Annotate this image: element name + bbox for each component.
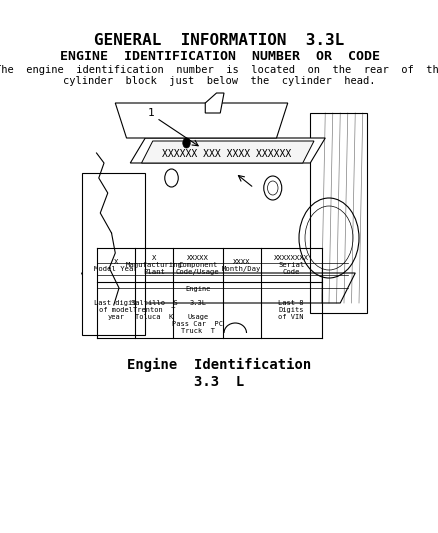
Polygon shape xyxy=(141,141,313,163)
Text: Last digit
of model
year: Last digit of model year xyxy=(94,300,137,320)
Text: XXXXXXXX
Serial
Code: XXXXXXXX Serial Code xyxy=(273,255,308,275)
Text: XXXXX
Component
Code/Usage: XXXXX Component Code/Usage xyxy=(176,255,219,275)
Text: The  engine  identification  number  is  located  on  the  rear  of  the: The engine identification number is loca… xyxy=(0,65,438,75)
Text: XXXX
Month/Day: XXXX Month/Day xyxy=(222,259,261,272)
Text: X
Model Year: X Model Year xyxy=(94,259,137,272)
Text: 3.3  L: 3.3 L xyxy=(194,375,244,389)
Polygon shape xyxy=(81,273,354,303)
Polygon shape xyxy=(115,103,287,138)
Text: cylinder  block  just  below  the  cylinder  head.: cylinder block just below the cylinder h… xyxy=(63,76,375,86)
Polygon shape xyxy=(81,173,145,335)
Text: Last 8
Digits
of VIN: Last 8 Digits of VIN xyxy=(278,300,303,320)
Polygon shape xyxy=(130,138,325,163)
Text: X
Manufacturing
Plant: X Manufacturing Plant xyxy=(125,255,182,275)
Polygon shape xyxy=(205,93,223,113)
Text: Engine  Identification: Engine Identification xyxy=(127,358,311,372)
Circle shape xyxy=(182,138,190,148)
Text: GENERAL  INFORMATION  3.3L: GENERAL INFORMATION 3.3L xyxy=(94,33,344,48)
Text: 1: 1 xyxy=(148,108,154,118)
Text: ENGINE  IDENTIFICATION  NUMBER  OR  CODE: ENGINE IDENTIFICATION NUMBER OR CODE xyxy=(60,50,378,63)
Text: XXXXXX XXX XXXX XXXXXX: XXXXXX XXX XXXX XXXXXX xyxy=(161,149,290,159)
Text: Saltillo  S
Trenton  T
Toluca  K: Saltillo S Trenton T Toluca K xyxy=(130,300,177,320)
Text: Engine

3.3L

Usage
Pass Car  PC
Truck  T: Engine 3.3L Usage Pass Car PC Truck T xyxy=(172,286,223,334)
Bar xyxy=(79,100,366,338)
